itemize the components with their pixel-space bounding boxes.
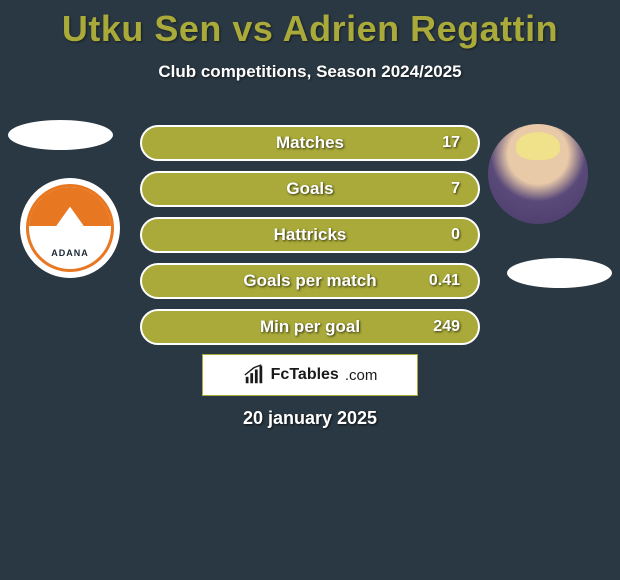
stat-value: 0.41 xyxy=(429,272,460,290)
stat-label: Hattricks xyxy=(274,225,347,245)
stat-value: 249 xyxy=(433,318,460,336)
stat-pill-goals-per-match: Goals per match 0.41 xyxy=(140,263,480,299)
stat-label: Min per goal xyxy=(260,317,360,337)
brand-name: FcTables xyxy=(271,366,339,384)
stat-pill-goals: Goals 7 xyxy=(140,171,480,207)
stat-value: 7 xyxy=(451,180,460,198)
stat-label: Goals xyxy=(286,179,333,199)
stat-row: Goals 7 xyxy=(0,166,620,212)
stats-container: Matches 17 Goals 7 Hattricks 0 Goals per… xyxy=(0,120,620,350)
stat-row: Goals per match 0.41 xyxy=(0,258,620,304)
brand-badge: FcTables .com xyxy=(202,354,418,396)
stat-value: 17 xyxy=(442,134,460,152)
chart-bars-icon xyxy=(243,364,265,386)
stat-row: Matches 17 xyxy=(0,120,620,166)
stat-pill-matches: Matches 17 xyxy=(140,125,480,161)
page-title: Utku Sen vs Adrien Regattin xyxy=(0,0,620,50)
brand-suffix: .com xyxy=(345,367,378,384)
stat-label: Matches xyxy=(276,133,344,153)
stat-row: Hattricks 0 xyxy=(0,212,620,258)
stat-row: Min per goal 249 xyxy=(0,304,620,350)
date-label: 20 january 2025 xyxy=(0,408,620,429)
stat-label: Goals per match xyxy=(243,271,376,291)
stat-value: 0 xyxy=(451,226,460,244)
stat-pill-min-per-goal: Min per goal 249 xyxy=(140,309,480,345)
stat-pill-hattricks: Hattricks 0 xyxy=(140,217,480,253)
page-subtitle: Club competitions, Season 2024/2025 xyxy=(0,62,620,82)
